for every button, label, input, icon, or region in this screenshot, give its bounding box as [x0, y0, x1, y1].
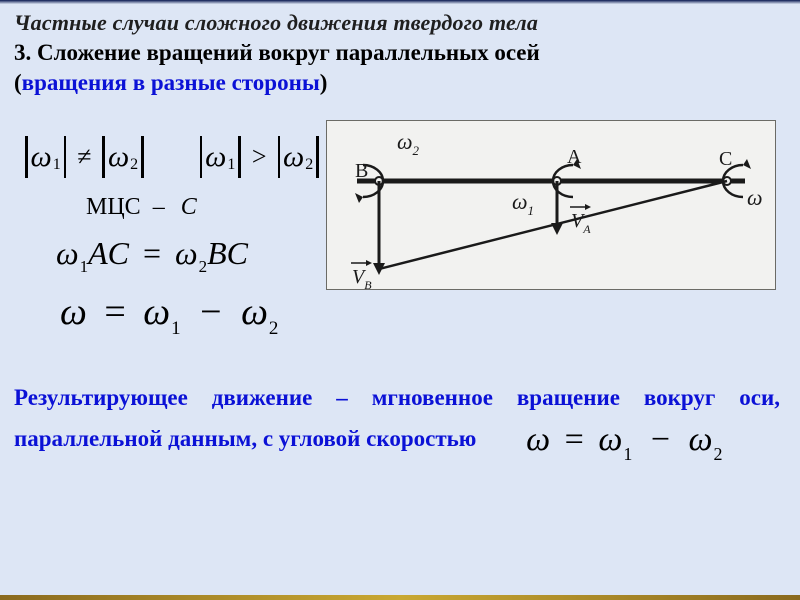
bottom-border	[0, 595, 800, 600]
slide-title: Частные случаи сложного движения твердог…	[14, 10, 786, 36]
eq-omega1-gt-omega2: ω1 > ω2	[197, 136, 322, 178]
svg-text:B: B	[355, 160, 368, 182]
heading-number: 3.	[14, 40, 31, 65]
svg-text:ω: ω	[747, 185, 763, 210]
equation-inline: ω = ω1 − ω2	[526, 417, 722, 463]
eq-omega1-ne-omega2: ω1 ≠ ω2	[22, 136, 147, 178]
svg-text:VB: VB	[352, 266, 372, 291]
conclusion-text: Результирующее движение – мгновенное вра…	[14, 382, 786, 459]
svg-text:A: A	[567, 146, 582, 168]
svg-text:ω2: ω2	[397, 129, 420, 158]
heading-subtext: вращения в разные стороны	[22, 70, 320, 95]
svg-text:C: C	[719, 148, 732, 170]
equation-result-omega: ω = ω1 − ω2	[60, 290, 786, 334]
diagram-svg: ω2 ω1 ω B A C VA VB	[327, 121, 777, 291]
svg-text:ω1: ω1	[512, 189, 534, 218]
point-c: C	[181, 194, 197, 220]
heading: 3. Сложение вращений вокруг параллельных…	[14, 38, 786, 98]
svg-text:VA: VA	[571, 210, 591, 236]
paren-open: (	[14, 70, 22, 95]
mcs-text: МЦС	[86, 194, 141, 220]
dash: –	[153, 194, 165, 220]
paren-close: )	[320, 70, 328, 95]
slide: Частные случаи сложного движения твердог…	[0, 0, 800, 600]
diagram: ω2 ω1 ω B A C VA VB	[326, 120, 776, 290]
heading-text: Сложение вращений вокруг параллельных ос…	[31, 40, 540, 65]
